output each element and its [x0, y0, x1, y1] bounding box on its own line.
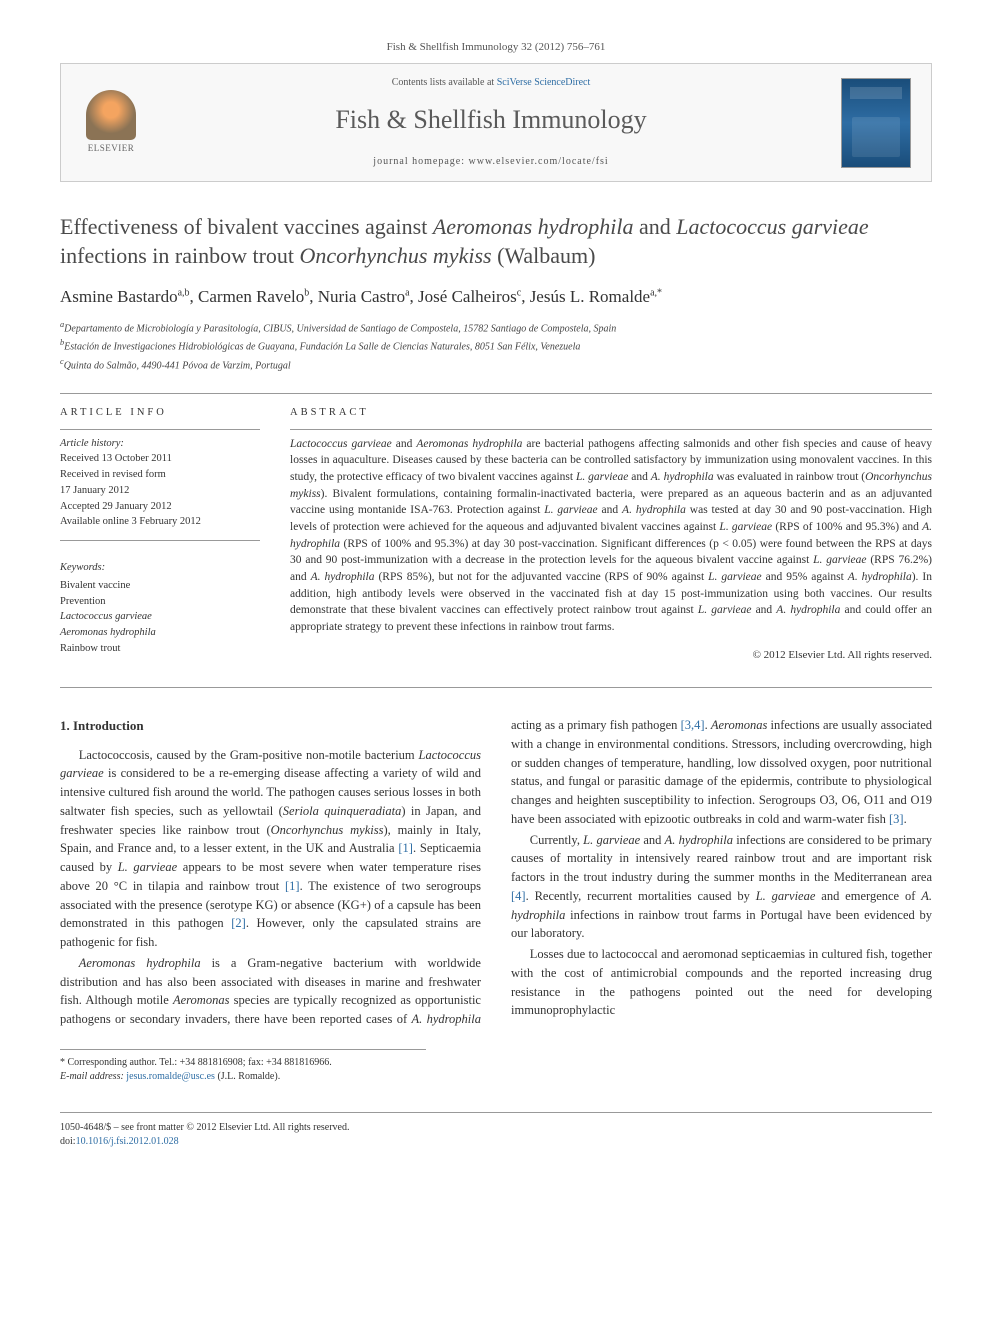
intro-heading: 1. Introduction: [60, 716, 481, 736]
corresponding-author-note: * Corresponding author. Tel.: +34 881816…: [60, 1049, 426, 1084]
doi-link[interactable]: 10.1016/j.fsi.2012.01.028: [76, 1136, 179, 1147]
keywords-label: Keywords:: [60, 561, 260, 576]
abstract-text: Lactococcus garvieae and Aeromonas hydro…: [290, 436, 932, 636]
abstract-label: ABSTRACT: [290, 406, 932, 421]
journal-homepage: journal homepage: www.elsevier.com/locat…: [157, 155, 825, 169]
history-label: Article history:: [60, 436, 260, 452]
keyword: Aeromonas hydrophila: [60, 625, 260, 641]
affiliations: aDepartamento de Microbiología y Parasit…: [60, 319, 932, 373]
affiliation: aDepartamento de Microbiología y Parasit…: [60, 319, 932, 336]
author: Jesús L. Romaldea,*: [530, 287, 662, 306]
sciencedirect-link[interactable]: SciVerse ScienceDirect: [497, 77, 591, 88]
author: José Calheirosc: [418, 287, 521, 306]
article-body: 1. Introduction Lactococcosis, caused by…: [60, 716, 932, 1029]
corr-email-link[interactable]: jesus.romalde@usc.es: [126, 1071, 215, 1082]
divider: [60, 393, 932, 394]
contents-available: Contents lists available at SciVerse Sci…: [157, 76, 825, 90]
history-item: 17 January 2012: [60, 483, 260, 499]
footer: 1050-4648/$ – see front matter © 2012 El…: [60, 1112, 932, 1149]
author: Nuria Castroa: [318, 287, 410, 306]
affiliation: cQuinta do Salmão, 4490-441 Póvoa de Var…: [60, 356, 932, 373]
header-citation: Fish & Shellfish Immunology 32 (2012) 75…: [60, 40, 932, 55]
keyword: Rainbow trout: [60, 641, 260, 657]
keyword: Bivalent vaccine: [60, 578, 260, 594]
author: Carmen Ravelob: [198, 287, 309, 306]
homepage-url[interactable]: www.elsevier.com/locate/fsi: [469, 156, 609, 167]
journal-cover-thumbnail: [841, 78, 911, 168]
history-item: Accepted 29 January 2012: [60, 499, 260, 515]
author: Asmine Bastardoa,b: [60, 287, 190, 306]
history-item: Received 13 October 2011: [60, 451, 260, 467]
author-list: Asmine Bastardoa,b, Carmen Ravelob, Nuri…: [60, 285, 932, 309]
history-item: Available online 3 February 2012: [60, 514, 260, 530]
affiliation: bEstación de Investigaciones Hidrobiológ…: [60, 337, 932, 354]
abstract-copyright: © 2012 Elsevier Ltd. All rights reserved…: [290, 648, 932, 663]
article-title: Effectiveness of bivalent vaccines again…: [60, 212, 932, 271]
history-item: Received in revised form: [60, 467, 260, 483]
issn-line: 1050-4648/$ – see front matter © 2012 El…: [60, 1121, 349, 1135]
journal-header: ELSEVIER Contents lists available at Sci…: [60, 63, 932, 181]
journal-name: Fish & Shellfish Immunology: [157, 102, 825, 138]
keyword: Lactococcus garvieae: [60, 609, 260, 625]
elsevier-logo: ELSEVIER: [81, 88, 141, 158]
article-info-label: ARTICLE INFO: [60, 406, 260, 421]
keyword: Prevention: [60, 594, 260, 610]
